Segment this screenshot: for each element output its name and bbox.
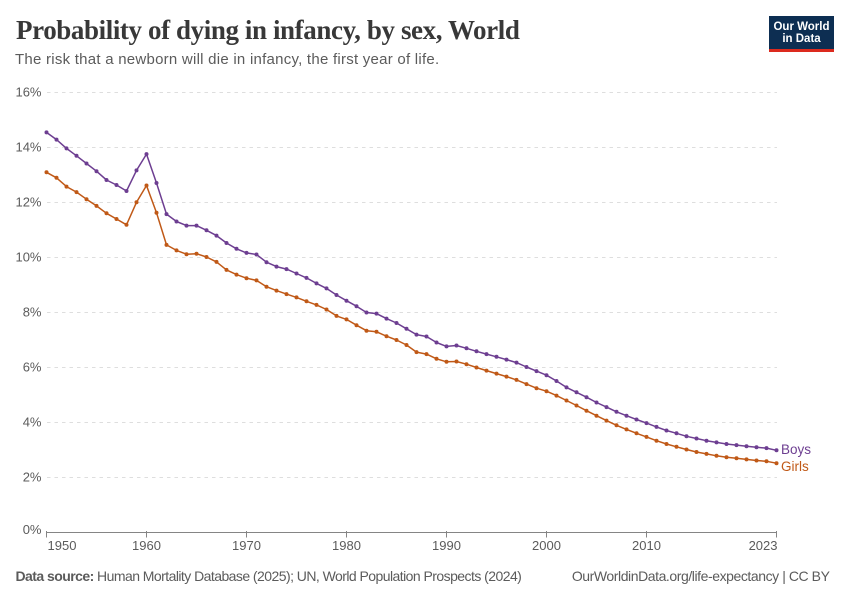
svg-text:1960: 1960	[132, 538, 161, 553]
svg-text:14%: 14%	[15, 140, 41, 155]
svg-text:16%: 16%	[15, 85, 41, 100]
svg-text:2000: 2000	[532, 538, 561, 553]
svg-text:12%: 12%	[15, 195, 41, 210]
svg-text:6%: 6%	[23, 360, 42, 375]
svg-text:4%: 4%	[23, 415, 42, 430]
svg-text:1980: 1980	[332, 538, 361, 553]
svg-text:2010: 2010	[632, 538, 661, 553]
svg-text:0%: 0%	[23, 522, 42, 537]
svg-text:1970: 1970	[232, 538, 261, 553]
svg-text:1990: 1990	[432, 538, 461, 553]
svg-text:10%: 10%	[15, 250, 41, 265]
svg-text:2023: 2023	[749, 538, 778, 553]
svg-text:Girls: Girls	[781, 459, 809, 474]
svg-text:1950: 1950	[48, 538, 77, 553]
svg-text:2%: 2%	[23, 470, 42, 485]
svg-text:Boys: Boys	[781, 442, 811, 457]
svg-text:8%: 8%	[23, 305, 42, 320]
